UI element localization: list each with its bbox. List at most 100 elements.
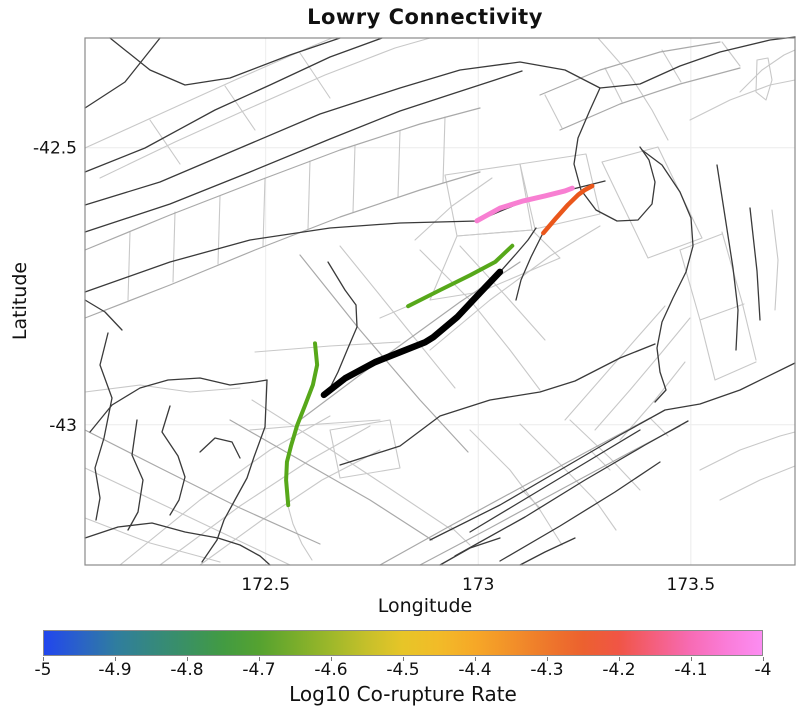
fault-trace-medium xyxy=(84,429,321,545)
fault-trace-light xyxy=(594,317,691,431)
fault-trace-light xyxy=(429,229,561,301)
fault-trace-light xyxy=(339,245,456,389)
fault-trace-light xyxy=(689,79,796,121)
fault-trace-light xyxy=(519,423,617,531)
fault-trace-light xyxy=(414,177,493,241)
fault-trace-light xyxy=(254,341,401,353)
fault-trace-dark xyxy=(84,522,271,566)
fault-trace-light xyxy=(699,303,745,321)
colorbar-label: Log10 Co-rupture Rate xyxy=(289,682,517,706)
colorbar-tick-label: -4.4 xyxy=(458,660,492,680)
colorbar-tick xyxy=(402,657,404,661)
fault-trace-dark xyxy=(429,362,796,541)
fault-trace-dark xyxy=(199,437,241,459)
fault-trace-dark xyxy=(339,343,656,466)
fault-trace-light xyxy=(419,249,541,391)
fault-trace-light xyxy=(649,417,669,437)
fault-trace-dark xyxy=(109,37,341,86)
fault-trace-light xyxy=(601,146,703,259)
fault-trace-light xyxy=(329,419,401,479)
fault-trace-dark xyxy=(519,537,576,566)
fault-trace-dark xyxy=(201,379,268,563)
fault-trace-light xyxy=(714,361,757,381)
fault-trace-light xyxy=(251,399,453,531)
y-tick-label: -43 xyxy=(49,416,77,436)
fault-trace-light xyxy=(597,37,669,141)
x-tick-label: 172.5 xyxy=(241,575,290,595)
fault-trace-dark xyxy=(161,405,186,516)
fault-trace-dark xyxy=(499,461,661,562)
fault-trace-light xyxy=(84,467,291,566)
fault-trace-light xyxy=(217,195,221,265)
fault-trace-light xyxy=(84,384,241,393)
fault-trace-dark xyxy=(84,37,161,109)
colorbar-tick-label: -4.3 xyxy=(530,660,564,680)
colorbar-tick-label: -4.5 xyxy=(386,660,420,680)
fault-trace-light xyxy=(755,57,773,101)
fault-trace-light xyxy=(699,431,796,471)
fault-trace-medium xyxy=(84,107,481,251)
fault-trace-dark xyxy=(84,70,523,233)
fault-trace-light xyxy=(172,211,176,283)
corupture-orange xyxy=(541,183,595,236)
fault-trace-light xyxy=(721,231,757,361)
map-plot: 172.5 173 173.5 -42.5 -43 xyxy=(33,36,796,595)
colorbar-tick xyxy=(690,657,692,661)
colorbar-tick-label: -4 xyxy=(754,660,772,680)
fault-trace-light xyxy=(224,85,256,131)
fault-trace-light xyxy=(149,119,181,165)
fault-trace-light xyxy=(307,160,311,230)
fault-trace-light xyxy=(84,517,221,563)
fault-trace-dark xyxy=(515,232,544,301)
colorbar-tick xyxy=(546,657,548,661)
fault-trace-dark xyxy=(469,429,641,533)
colorbar-tick xyxy=(618,657,620,661)
fault-trace-light xyxy=(287,505,313,561)
fault-trace-light xyxy=(544,94,563,129)
fault-trace-light xyxy=(661,49,682,83)
source-fault-black xyxy=(320,268,504,399)
fault-trace-dark xyxy=(439,537,501,566)
fault-trace-dark xyxy=(89,377,268,433)
plot-frame xyxy=(84,37,796,566)
fault-trace-light xyxy=(619,361,686,441)
fault-trace-light xyxy=(679,249,716,381)
fault-trace-dark xyxy=(84,37,383,173)
fault-trace-dark xyxy=(127,419,144,531)
fault-trace-light xyxy=(771,209,779,311)
fault-trace-light xyxy=(442,116,446,184)
fault-trace-light xyxy=(352,144,356,213)
colorbar-tick-label: -4.9 xyxy=(98,660,132,680)
colorbar-gradient xyxy=(43,630,763,656)
fault-trace-light xyxy=(159,425,371,566)
fault-trace-light xyxy=(127,231,131,301)
colorbar-tick-label: -4.2 xyxy=(602,660,636,680)
colorbar-tick xyxy=(186,657,188,661)
colorbar-tick xyxy=(762,657,764,661)
fault-trace-light xyxy=(719,465,796,501)
fault-trace-dark xyxy=(84,36,796,206)
fault-trace-light xyxy=(199,449,381,566)
fault-trace-light xyxy=(469,429,563,546)
fault-trace-light xyxy=(679,233,723,251)
fault-trace-dark xyxy=(573,87,656,222)
fault-trace-light xyxy=(84,37,333,149)
colorbar-tick-label: -4.6 xyxy=(314,660,348,680)
fault-trace-light xyxy=(739,49,796,93)
fault-trace-light xyxy=(397,130,401,198)
chart-title: Lowry Connectivity xyxy=(307,5,543,29)
x-tick-label: 173.5 xyxy=(667,575,716,595)
x-tick-label: 173 xyxy=(462,575,494,595)
fault-trace-medium xyxy=(379,417,651,566)
colorbar-tick xyxy=(114,657,116,661)
fault-trace-light xyxy=(379,305,409,319)
y-tick-label: -42.5 xyxy=(33,139,77,159)
x-axis-label: Longitude xyxy=(377,595,473,617)
fault-trace-medium xyxy=(559,67,741,131)
fault-trace-dark xyxy=(641,149,694,403)
fault-trace-light xyxy=(721,41,741,67)
colorbar-tick-label: -4.7 xyxy=(242,660,276,680)
y-axis-label: Latitude xyxy=(9,261,31,341)
fault-trace-light xyxy=(249,419,381,431)
fault-trace-light xyxy=(299,52,331,99)
